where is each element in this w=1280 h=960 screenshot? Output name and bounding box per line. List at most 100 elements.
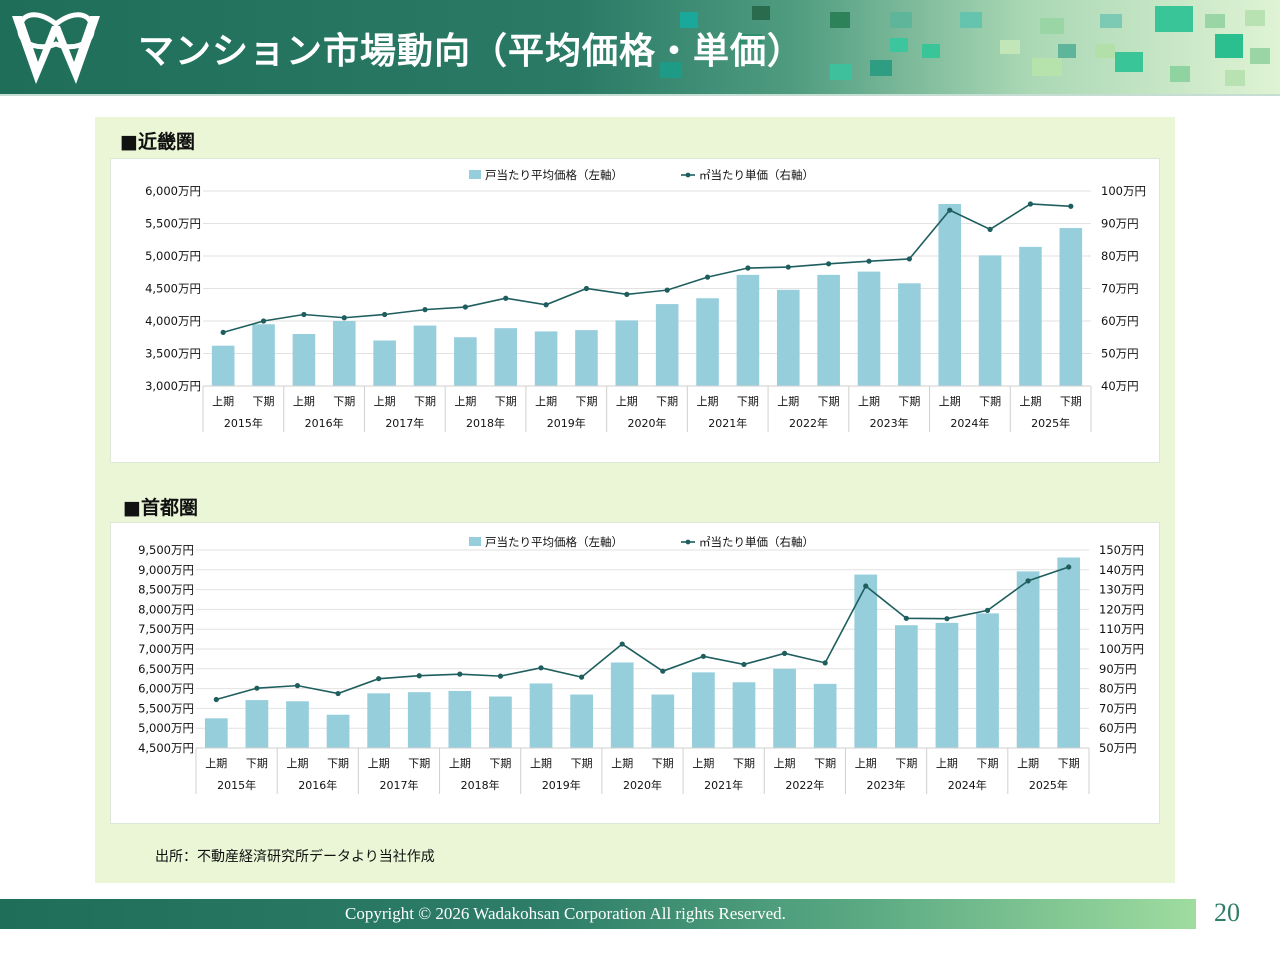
- bar-price: [978, 255, 1002, 386]
- chart-box-kinki: 3,000万円 40万円 3,500万円 50万円 4,000万円 60万円 4,500万円…: [110, 158, 1160, 463]
- bar-price: [696, 298, 719, 386]
- legend-label-unit-price: ㎡当たり単価（右軸）: [699, 535, 814, 549]
- bar-price: [1016, 571, 1040, 748]
- point-unit-price: [416, 673, 422, 679]
- legend-swatch-price: [469, 170, 481, 179]
- bar-price: [211, 345, 235, 386]
- y-tick-right: 140万円: [1099, 563, 1144, 577]
- x-tick-half: 上期: [374, 395, 396, 408]
- x-tick-half: 上期: [936, 757, 958, 770]
- point-unit-price: [619, 641, 625, 647]
- y-tick-right: 50万円: [1099, 741, 1137, 755]
- point-unit-price: [785, 264, 791, 270]
- bar-price: [448, 690, 472, 748]
- point-unit-price: [745, 265, 751, 271]
- x-tick-half: 下期: [895, 757, 917, 770]
- y-tick-left: 6,000万円: [138, 682, 194, 696]
- x-tick-half: 下期: [814, 757, 836, 770]
- x-tick-half: 上期: [1017, 757, 1039, 770]
- bar-price: [857, 271, 881, 386]
- bar-price: [373, 340, 396, 386]
- x-tick-year: 2022年: [785, 778, 824, 792]
- bar-price: [938, 204, 962, 386]
- y-tick-right: 70万円: [1099, 701, 1137, 715]
- y-tick-right: 70万円: [1101, 282, 1139, 296]
- point-unit-price: [1027, 201, 1034, 207]
- chart-shuto: 4,500万円 50万円 5,000万円 60万円 5,500万円 70万円 6,000万円…: [138, 535, 1144, 794]
- point-unit-price: [538, 665, 544, 671]
- point-unit-price: [457, 671, 463, 677]
- bar-price: [898, 283, 921, 386]
- y-tick-left: 5,500万円: [145, 217, 201, 231]
- x-tick-half: 上期: [205, 757, 227, 770]
- x-tick-half: 上期: [449, 757, 471, 770]
- x-tick-year: 2021年: [704, 778, 743, 792]
- bar-price: [252, 324, 275, 386]
- bar-price: [854, 574, 878, 748]
- bar-price: [773, 668, 796, 748]
- bar-price: [655, 304, 679, 386]
- x-tick-half: 下期: [414, 395, 436, 408]
- y-tick-left: 8,000万円: [138, 602, 194, 616]
- bar-price: [413, 325, 437, 386]
- header-bar: マンション市場動向（平均価格・単価）: [0, 0, 1280, 94]
- bar-price: [204, 718, 228, 748]
- x-tick-half: 上期: [855, 757, 877, 770]
- x-tick-year: 2017年: [379, 778, 418, 792]
- point-unit-price: [422, 307, 428, 313]
- point-unit-price: [826, 261, 832, 267]
- point-unit-price: [301, 311, 307, 318]
- x-tick-half: 下期: [408, 757, 430, 770]
- y-tick-left: 6,500万円: [138, 662, 194, 676]
- bar-price: [332, 321, 356, 386]
- bar-price: [367, 693, 391, 748]
- bar-price: [454, 337, 477, 386]
- bar-price: [534, 331, 558, 386]
- x-tick-year: 2023年: [867, 778, 906, 792]
- line-unit-price: [222, 203, 1071, 334]
- x-tick-half: 上期: [212, 395, 234, 408]
- y-tick-left: 4,500万円: [145, 282, 201, 296]
- x-tick-half: 下期: [656, 395, 678, 408]
- bar-price: [935, 622, 959, 748]
- x-tick-half: 上期: [535, 395, 557, 408]
- point-unit-price: [822, 660, 828, 666]
- point-unit-price: [1068, 203, 1074, 209]
- bar-price: [489, 696, 512, 748]
- x-tick-half: 下期: [246, 757, 268, 770]
- y-tick-left: 9,500万円: [138, 543, 194, 557]
- bar-price: [651, 694, 675, 748]
- x-tick-year: 2025年: [1031, 416, 1070, 430]
- section-title-kinki: ■近畿圏: [120, 131, 195, 153]
- x-tick-half: 上期: [286, 757, 308, 770]
- point-unit-price: [1066, 564, 1072, 570]
- x-tick-half: 下期: [733, 757, 755, 770]
- x-tick-half: 上期: [368, 757, 390, 770]
- bar-price: [494, 328, 518, 386]
- x-tick-half: 上期: [939, 395, 961, 408]
- header-decoration: [0, 0, 1280, 94]
- legend-marker-unit-price: [685, 172, 691, 178]
- x-tick-half: 上期: [616, 395, 638, 408]
- point-unit-price: [660, 668, 666, 674]
- point-unit-price: [664, 287, 670, 293]
- line-unit-price: [216, 566, 1069, 701]
- y-tick-right: 150万円: [1099, 543, 1144, 557]
- legend-marker-unit-price: [685, 539, 691, 545]
- x-tick-half: 上期: [692, 757, 714, 770]
- bar-price: [407, 692, 431, 748]
- bar-price: [292, 334, 316, 386]
- x-tick-half: 下期: [253, 395, 275, 408]
- x-tick-half: 下期: [333, 395, 355, 408]
- copyright-text: Copyright © 2026 Wadakohsan Corporation …: [345, 904, 786, 923]
- point-unit-price: [624, 291, 630, 297]
- point-unit-price: [497, 673, 504, 679]
- x-tick-half: 下期: [818, 395, 840, 408]
- x-tick-half: 下期: [1058, 757, 1080, 770]
- bar-price: [286, 701, 309, 748]
- footer-bar: [0, 899, 1196, 929]
- x-tick-year: 2021年: [708, 416, 747, 430]
- point-unit-price: [863, 583, 869, 589]
- point-unit-price: [462, 304, 468, 310]
- x-tick-half: 下期: [489, 757, 511, 770]
